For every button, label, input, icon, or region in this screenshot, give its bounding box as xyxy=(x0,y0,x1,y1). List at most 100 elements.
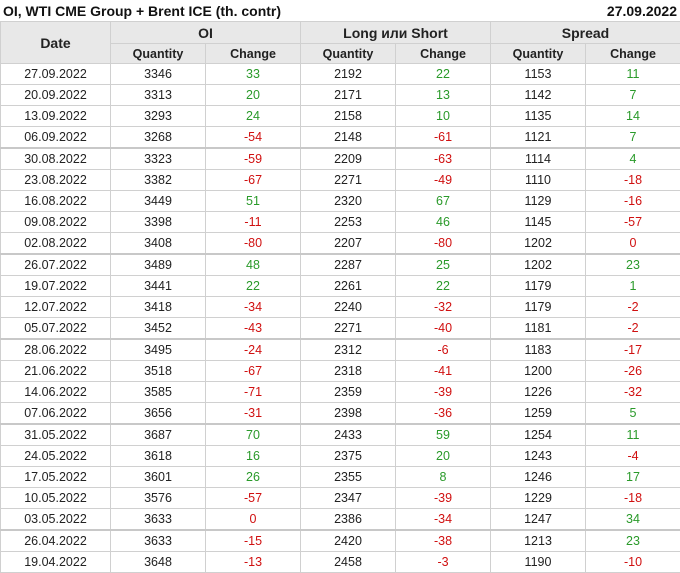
spread-change-cell: -17 xyxy=(586,339,680,361)
spread-quantity-cell: 1190 xyxy=(491,552,586,573)
ls-change-cell: -61 xyxy=(396,127,491,149)
oi-change-cell: 70 xyxy=(206,424,301,446)
date-cell: 09.08.2022 xyxy=(1,212,111,233)
oi-quantity-cell: 3268 xyxy=(111,127,206,149)
spread-change-cell: 14 xyxy=(586,106,680,127)
date-cell: 20.09.2022 xyxy=(1,85,111,106)
oi-change-cell: -15 xyxy=(206,530,301,552)
spread-quantity-cell: 1202 xyxy=(491,254,586,276)
spread-change-cell: 11 xyxy=(586,424,680,446)
ls-quantity-cell: 2386 xyxy=(301,509,396,531)
ls-quantity-cell: 2240 xyxy=(301,297,396,318)
oi-quantity-cell: 3398 xyxy=(111,212,206,233)
ls-quantity-cell: 2458 xyxy=(301,552,396,573)
ls-change-cell: -40 xyxy=(396,318,491,340)
spread-change-cell: 23 xyxy=(586,530,680,552)
oi-quantity-cell: 3648 xyxy=(111,552,206,573)
date-cell: 06.09.2022 xyxy=(1,127,111,149)
oi-change-cell: 51 xyxy=(206,191,301,212)
spread-quantity-cell: 1259 xyxy=(491,403,586,425)
date-cell: 27.09.2022 xyxy=(1,64,111,85)
date-cell: 07.06.2022 xyxy=(1,403,111,425)
oi-quantity-cell: 3313 xyxy=(111,85,206,106)
ls-quantity-cell: 2287 xyxy=(301,254,396,276)
spread-quantity-cell: 1129 xyxy=(491,191,586,212)
header-quantity: Quantity xyxy=(111,44,206,64)
oi-quantity-cell: 3518 xyxy=(111,361,206,382)
oi-change-cell: -54 xyxy=(206,127,301,149)
date-cell: 14.06.2022 xyxy=(1,382,111,403)
spread-change-cell: -18 xyxy=(586,170,680,191)
spread-change-cell: 34 xyxy=(586,509,680,531)
oi-change-cell: 48 xyxy=(206,254,301,276)
ls-quantity-cell: 2355 xyxy=(301,467,396,488)
ls-change-cell: 46 xyxy=(396,212,491,233)
spread-quantity-cell: 1181 xyxy=(491,318,586,340)
spread-change-cell: 1 xyxy=(586,276,680,297)
oi-change-cell: 0 xyxy=(206,509,301,531)
header-quantity: Quantity xyxy=(301,44,396,64)
oi-quantity-cell: 3346 xyxy=(111,64,206,85)
header-change: Change xyxy=(396,44,491,64)
ls-change-cell: 22 xyxy=(396,276,491,297)
date-cell: 13.09.2022 xyxy=(1,106,111,127)
ls-change-cell: -39 xyxy=(396,382,491,403)
ls-quantity-cell: 2261 xyxy=(301,276,396,297)
spread-change-cell: 0 xyxy=(586,233,680,255)
spread-change-cell: -18 xyxy=(586,488,680,509)
spread-quantity-cell: 1243 xyxy=(491,446,586,467)
spread-change-cell: 17 xyxy=(586,467,680,488)
oi-change-cell: 20 xyxy=(206,85,301,106)
oi-quantity-cell: 3601 xyxy=(111,467,206,488)
oi-change-cell: -43 xyxy=(206,318,301,340)
spread-quantity-cell: 1226 xyxy=(491,382,586,403)
ls-change-cell: 59 xyxy=(396,424,491,446)
ls-quantity-cell: 2209 xyxy=(301,148,396,170)
spread-quantity-cell: 1179 xyxy=(491,276,586,297)
ls-quantity-cell: 2318 xyxy=(301,361,396,382)
spread-change-cell: -57 xyxy=(586,212,680,233)
date-cell: 05.07.2022 xyxy=(1,318,111,340)
date-cell: 26.07.2022 xyxy=(1,254,111,276)
oi-quantity-cell: 3495 xyxy=(111,339,206,361)
spread-quantity-cell: 1229 xyxy=(491,488,586,509)
spread-quantity-cell: 1114 xyxy=(491,148,586,170)
oi-quantity-cell: 3441 xyxy=(111,276,206,297)
oi-quantity-cell: 3585 xyxy=(111,382,206,403)
ls-quantity-cell: 2148 xyxy=(301,127,396,149)
spread-quantity-cell: 1142 xyxy=(491,85,586,106)
date-cell: 26.04.2022 xyxy=(1,530,111,552)
oi-quantity-cell: 3633 xyxy=(111,509,206,531)
spread-change-cell: -10 xyxy=(586,552,680,573)
ls-change-cell: -63 xyxy=(396,148,491,170)
spread-change-cell: -2 xyxy=(586,318,680,340)
ls-quantity-cell: 2312 xyxy=(301,339,396,361)
date-cell: 12.07.2022 xyxy=(1,297,111,318)
ls-change-cell: 13 xyxy=(396,85,491,106)
date-cell: 19.07.2022 xyxy=(1,276,111,297)
date-cell: 21.06.2022 xyxy=(1,361,111,382)
oi-change-cell: -59 xyxy=(206,148,301,170)
oi-quantity-cell: 3618 xyxy=(111,446,206,467)
ls-change-cell: -80 xyxy=(396,233,491,255)
oi-change-cell: -71 xyxy=(206,382,301,403)
oi-change-cell: 22 xyxy=(206,276,301,297)
header-change: Change xyxy=(586,44,680,64)
ls-change-cell: -6 xyxy=(396,339,491,361)
spread-change-cell: 11 xyxy=(586,64,680,85)
ls-quantity-cell: 2359 xyxy=(301,382,396,403)
spread-quantity-cell: 1246 xyxy=(491,467,586,488)
spread-quantity-cell: 1121 xyxy=(491,127,586,149)
date-cell: 31.05.2022 xyxy=(1,424,111,446)
ls-change-cell: -38 xyxy=(396,530,491,552)
